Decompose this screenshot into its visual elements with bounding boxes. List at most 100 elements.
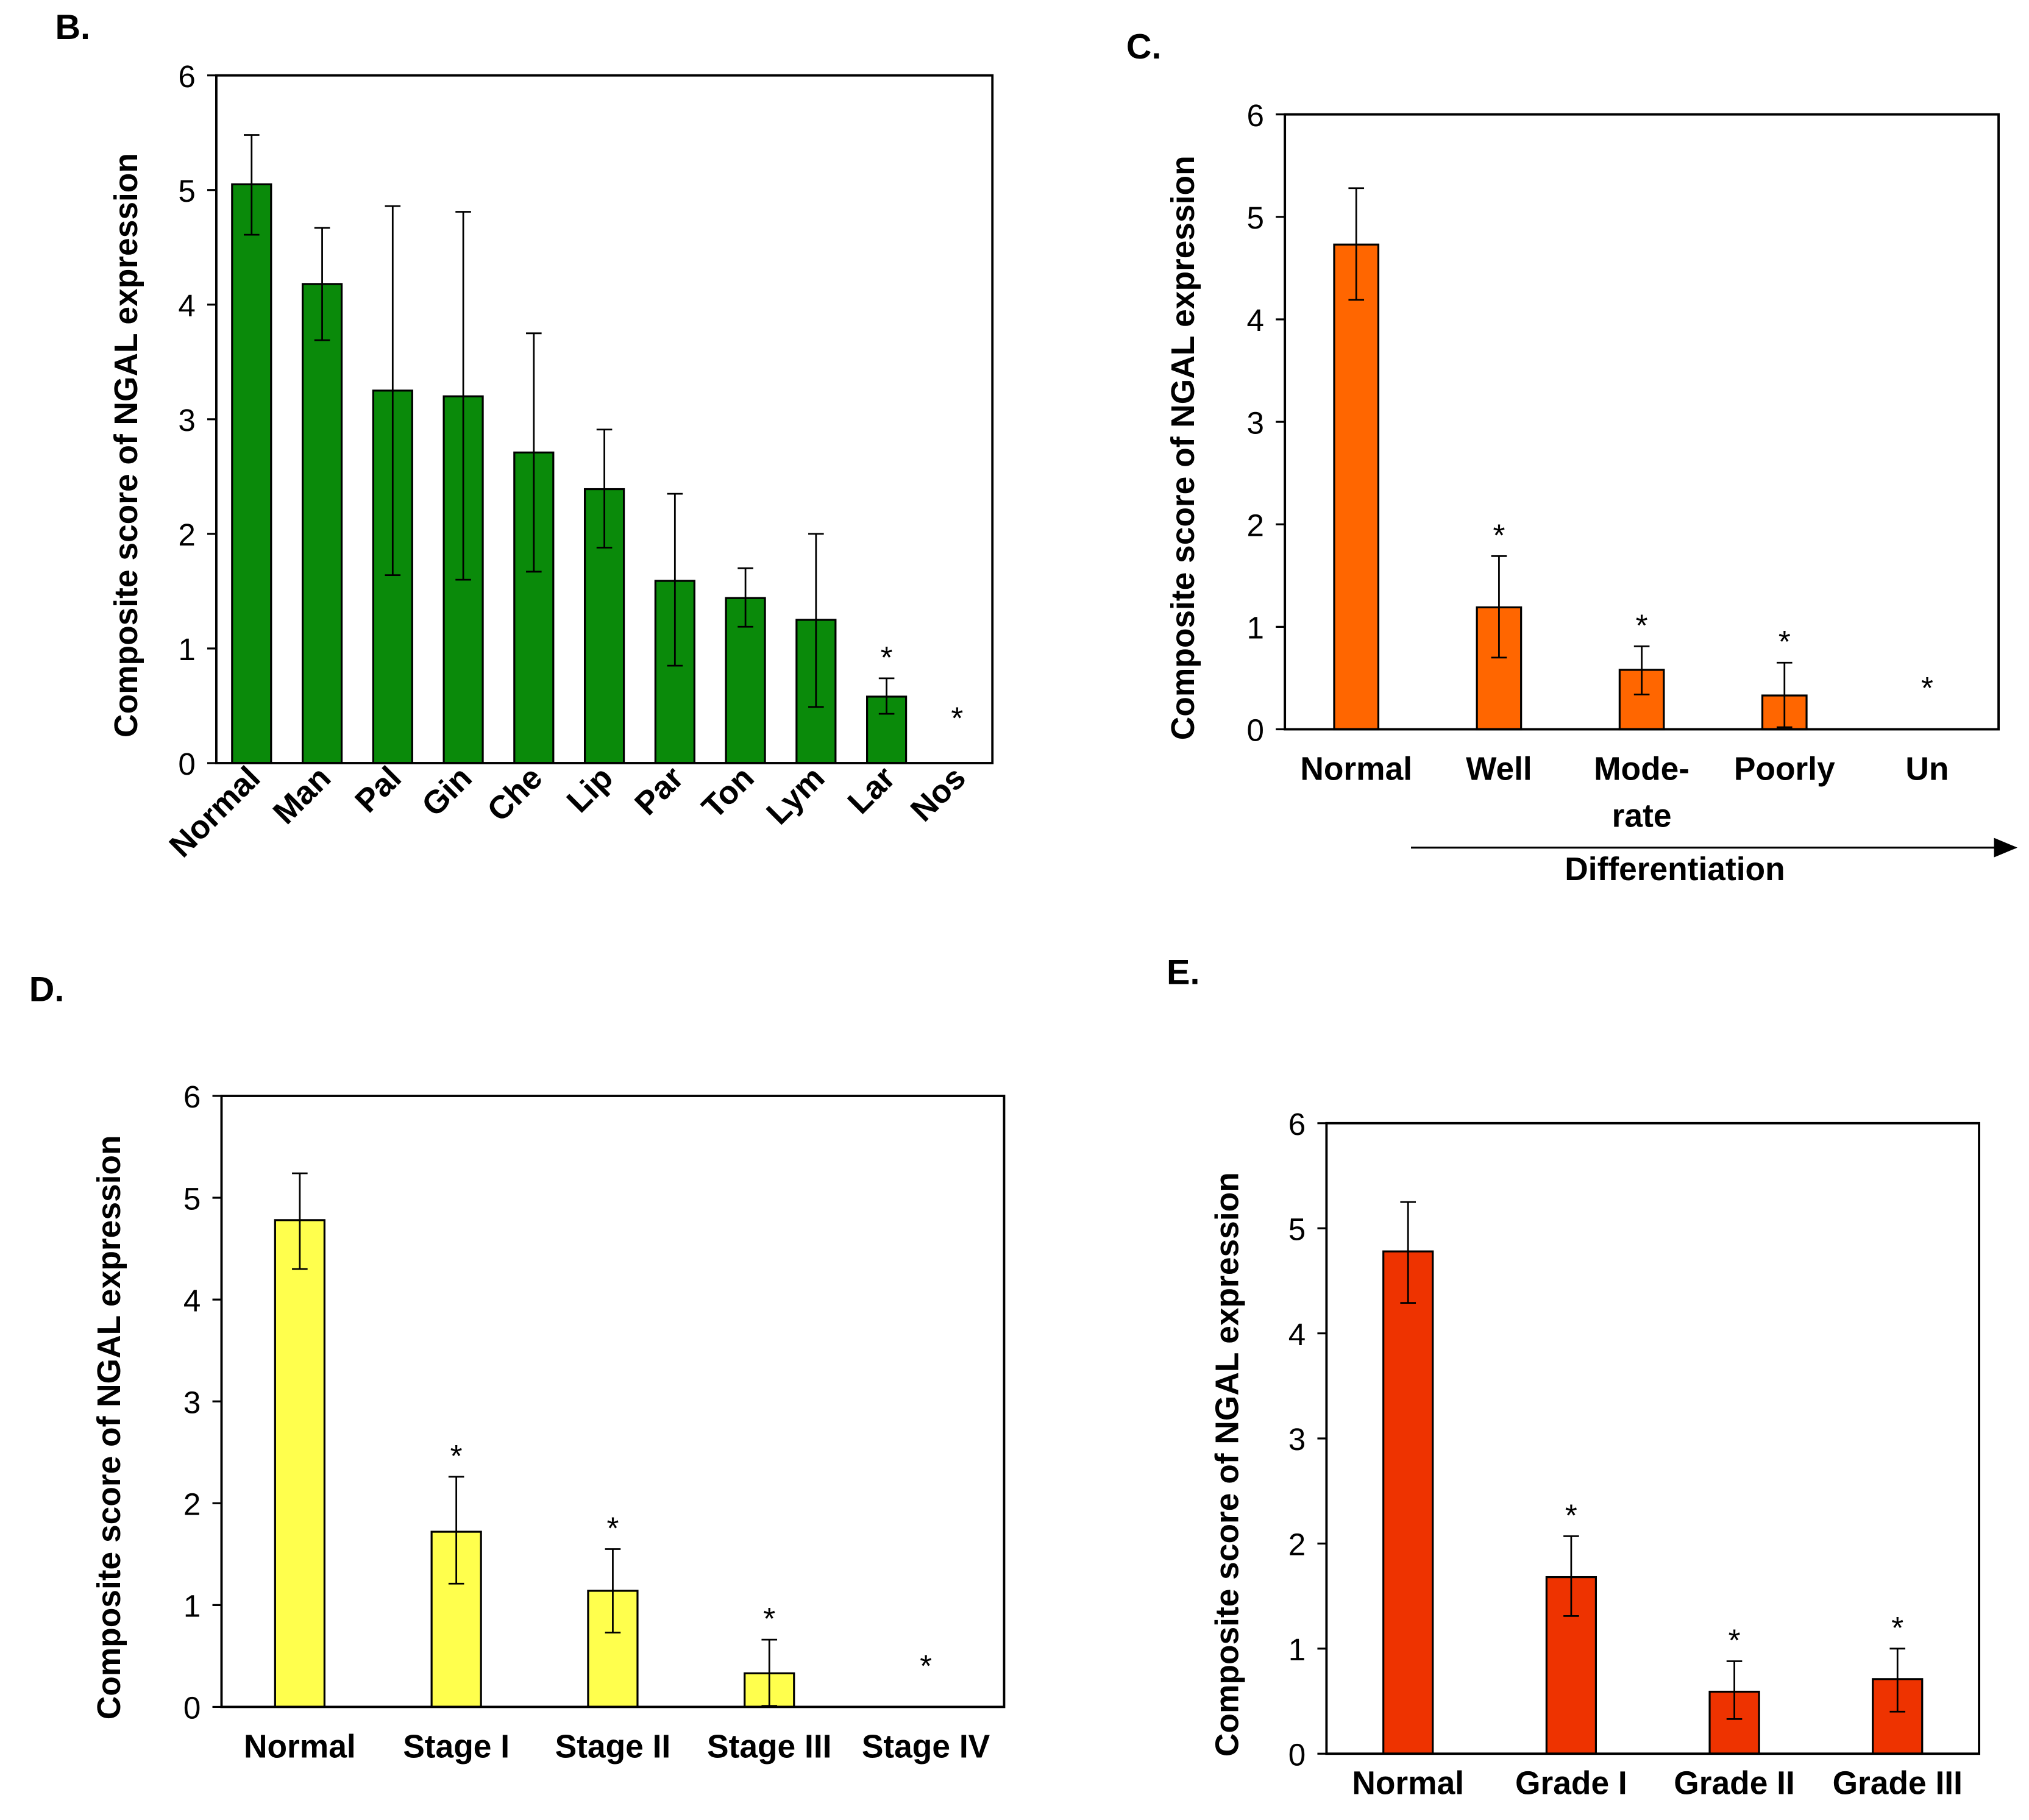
significance-marker: * [1891, 1610, 1903, 1645]
y-axis-label: Composite score of NGAL expression [108, 153, 144, 738]
x-tick-label: Lip [560, 759, 620, 819]
x-tick-label-line: rate [1612, 798, 1672, 834]
bar [301, 283, 343, 764]
x-tick-label-line: Normal [1300, 752, 1412, 787]
x-tick-label: Stage II [555, 1729, 671, 1765]
chart-panel-d: D. Composite score of NGAL expression 0 1 2 3… [29, 970, 1006, 1765]
y-tick-label: 2 [183, 1487, 201, 1521]
x-tick-label: Man [266, 759, 338, 831]
x-tick-label: Stage III [707, 1729, 831, 1765]
significance-marker: * [881, 640, 893, 675]
bar [1382, 1250, 1434, 1755]
y-tick-label: 5 [1247, 201, 1264, 235]
x-tick-label: Grade II [1674, 1765, 1795, 1801]
significance-marker: * [1778, 624, 1791, 659]
panel-label: B. [55, 8, 90, 47]
y-tick-label: 6 [183, 1079, 201, 1114]
y-tick-label: 2 [1288, 1527, 1306, 1562]
bar [1333, 243, 1380, 731]
x-tick-label: Lym [760, 759, 832, 831]
x-tick-label: Normal [1352, 1765, 1464, 1801]
bar [231, 183, 272, 764]
y-tick-label: 6 [1288, 1107, 1306, 1142]
x-tick-label-line: Grade I [1515, 1765, 1627, 1801]
significance-marker: * [951, 701, 963, 736]
x-tick-label: Normal [244, 1729, 356, 1765]
y-tick-label: 3 [178, 403, 195, 438]
y-tick-label: 1 [183, 1589, 201, 1624]
panel-label: E. [1167, 953, 1199, 992]
x-tick-label-line: Mode- [1594, 752, 1690, 787]
significance-marker: * [450, 1438, 463, 1473]
chart-panel-b: B. Composite score of NGAL expression 0 1 2 3… [55, 8, 994, 864]
y-tick-label: 5 [178, 174, 195, 208]
x-tick-label-line: Grade II [1674, 1765, 1795, 1801]
x-tick-label-line: Stage IV [862, 1729, 990, 1765]
plot-frame [1325, 1122, 1980, 1755]
x-tick-label: Nos [904, 759, 973, 828]
significance-marker: * [763, 1601, 775, 1636]
x-tick-label: Un [1905, 752, 1949, 787]
y-tick-label: 5 [183, 1181, 201, 1216]
plot-frame [220, 1095, 1006, 1708]
x-tick-label: Normal [1300, 752, 1412, 787]
x-tick-label-line: Stage II [555, 1729, 671, 1765]
y-tick-label: 0 [178, 747, 195, 781]
x-tick-label-line: Normal [244, 1729, 356, 1765]
x-tick-label: Stage I [403, 1729, 510, 1765]
plot-frame [1284, 113, 2000, 731]
y-tick-label: 0 [183, 1691, 201, 1726]
y-tick-label: 2 [178, 517, 195, 552]
y-tick-label: 6 [1247, 98, 1264, 133]
panel-label: C. [1126, 27, 1162, 66]
significance-marker: * [1636, 608, 1648, 642]
y-tick-label: 2 [1247, 508, 1264, 542]
x-tick-label-line: Stage III [707, 1729, 831, 1765]
y-tick-label: 5 [1288, 1212, 1306, 1246]
y-tick-label: 3 [1247, 405, 1264, 440]
y-tick-label: 6 [178, 59, 195, 94]
significance-marker: * [1921, 670, 1933, 705]
x-tick-label: Pal [349, 759, 408, 819]
significance-marker: * [1565, 1498, 1577, 1532]
significance-marker: * [920, 1648, 932, 1683]
y-tick-label: 1 [1247, 611, 1264, 645]
x-tick-label: Grade III [1833, 1765, 1963, 1801]
x-tick-label: Lar [841, 759, 902, 820]
x-tick-label: Poorly [1734, 752, 1835, 787]
y-axis-label: Composite score of NGAL expression [1165, 155, 1201, 740]
x-tick-label: Well [1466, 752, 1532, 787]
y-axis-label: Composite score of NGAL expression [91, 1135, 127, 1719]
x-tick-label: Grade I [1515, 1765, 1627, 1801]
x-tick-label-line: Well [1466, 752, 1532, 787]
bar [274, 1219, 325, 1708]
x-tick-label: Che [480, 759, 549, 828]
y-tick-label: 3 [183, 1385, 201, 1420]
y-tick-label: 4 [183, 1283, 201, 1318]
x-tick-label: Gin [415, 759, 479, 823]
y-tick-label: 0 [1247, 713, 1264, 748]
y-tick-label: 4 [178, 288, 195, 323]
y-tick-label: 1 [1288, 1632, 1306, 1667]
chart-panel-c: C. Composite score of NGAL expression 0 1 2 3… [1126, 27, 2017, 887]
x-tick-label-line: Poorly [1734, 752, 1835, 787]
y-tick-label: 3 [1288, 1422, 1306, 1457]
significance-marker: * [1493, 517, 1505, 552]
x-tick-label-line: Stage I [403, 1729, 510, 1765]
y-tick-label: 4 [1288, 1317, 1306, 1352]
x-tick-label-line: Normal [1352, 1765, 1464, 1801]
significance-marker: * [1729, 1623, 1741, 1657]
y-tick-label: 1 [178, 632, 195, 667]
x-tick-label-line: Un [1905, 752, 1949, 787]
plot-frame [215, 74, 994, 764]
x-tick-label: Par [628, 759, 691, 822]
x-tick-label-line: Grade III [1833, 1765, 1963, 1801]
x-tick-label: Ton [695, 759, 761, 825]
y-tick-label: 4 [1247, 303, 1264, 338]
x-tick-label: Stage IV [862, 1729, 990, 1765]
y-tick-label: 0 [1288, 1737, 1306, 1772]
panel-label: D. [29, 970, 65, 1009]
x-axis-label: Differentiation [1565, 851, 1785, 887]
chart-panel-e: E. Composite score of NGAL expression 0 1 2 3… [1167, 953, 1980, 1801]
